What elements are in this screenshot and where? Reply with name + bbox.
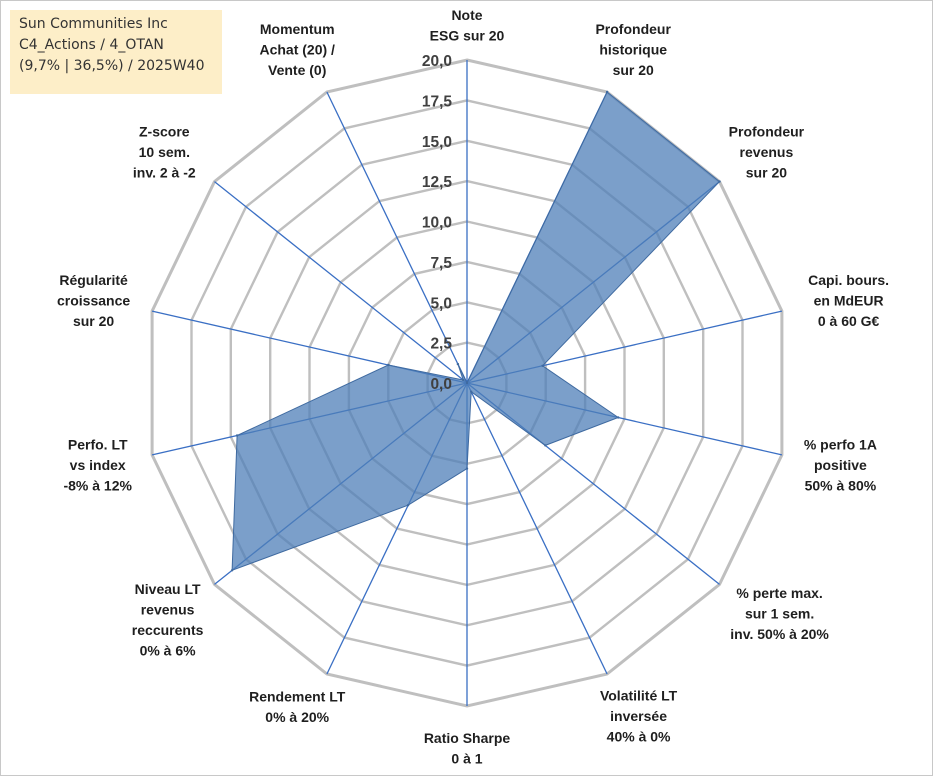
category-label-line: -8% à 12% — [63, 478, 132, 494]
category-label-line: Perfo. LT — [68, 437, 128, 453]
category-label-line: en MdEUR — [814, 293, 884, 309]
data-point — [406, 504, 410, 507]
category-label-line: 0% à 20% — [265, 709, 329, 725]
category-label-line: revenus — [740, 144, 794, 160]
radar-spoke — [326, 91, 468, 384]
category-label-line: Régularité — [59, 272, 128, 288]
category-label: Momentum Achat (20) / Vente (0) — [259, 21, 335, 78]
category-label: Régularité croissance sur 20 — [57, 272, 130, 329]
category-label-line: inversée — [610, 708, 667, 724]
category-label: % perfo 1A positive 50% à 80% — [804, 437, 877, 494]
category-label-line: Rendement LT — [249, 688, 346, 704]
tick-label: 7,5 — [430, 255, 452, 272]
category-label-line: Achat (20) / — [259, 42, 335, 58]
data-point — [617, 416, 620, 419]
category-label: Perfo. LT vs index -8% à 12% — [63, 437, 132, 494]
title-line-1: Sun Communities Inc — [19, 16, 168, 32]
data-point — [456, 362, 460, 366]
tick-label: 15,0 — [422, 134, 452, 151]
category-label-line: Volatilité LT — [600, 687, 678, 703]
category-label-line: positive — [814, 457, 867, 473]
category-label-line: reccurents — [132, 622, 204, 638]
tick-label: 12,5 — [422, 174, 453, 191]
category-label-line: Vente (0) — [268, 62, 326, 78]
category-label: Volatilité LT inversée 40% à 0% — [600, 687, 678, 744]
category-label-line: Profondeur — [729, 124, 805, 140]
data-point — [544, 444, 547, 447]
radar-spoke — [466, 382, 608, 675]
tick-label: 0,0 — [430, 376, 452, 393]
category-label-line: 0 à 1 — [451, 751, 482, 767]
category-label: Z-score 10 sem. inv. 2 à -2 — [133, 124, 196, 181]
category-label-line: % perte max. — [736, 585, 822, 601]
category-label-line: Note — [451, 7, 482, 23]
tick-label: 20,0 — [422, 53, 452, 70]
category-label-line: Momentum — [260, 21, 335, 37]
data-point — [235, 434, 239, 437]
category-label: Profondeur revenus sur 20 — [729, 124, 805, 181]
category-label: Rendement LT 0% à 20% — [249, 688, 346, 725]
category-label-line: 50% à 80% — [805, 478, 877, 494]
category-label-line: sur 1 sem. — [745, 605, 814, 621]
title-line-3: (9,7% | 36,5%) / 2025W40 — [19, 58, 205, 74]
category-label-line: % perfo 1A — [804, 437, 877, 453]
tick-label: 2,5 — [430, 336, 452, 353]
tick-label: 17,5 — [422, 93, 453, 110]
category-label-line: croissance — [57, 293, 130, 309]
category-label: % perte max. sur 1 sem. inv. 50% à 20% — [730, 585, 829, 642]
category-label-line: inv. 50% à 20% — [730, 626, 829, 642]
series-layer — [230, 90, 721, 572]
category-label-line: sur 20 — [746, 165, 787, 181]
data-point — [462, 378, 465, 382]
category-label-line: Capi. bours. — [808, 272, 889, 288]
category-label-line: vs index — [70, 457, 126, 473]
data-point — [718, 180, 721, 183]
data-point — [470, 390, 473, 393]
category-label-line: revenus — [141, 601, 195, 617]
tick-label: 5,0 — [430, 295, 452, 312]
category-label-line: sur 20 — [613, 62, 654, 78]
category-label-line: 40% à 0% — [607, 728, 671, 744]
category-label-line: Profondeur — [595, 21, 671, 37]
data-point — [230, 569, 234, 572]
data-point — [605, 90, 609, 94]
category-label-line: Ratio Sharpe — [424, 730, 511, 746]
category-label: Ratio Sharpe 0 à 1 — [424, 730, 511, 767]
category-label-line: 0 à 60 G€ — [818, 313, 880, 329]
category-label: Profondeur historique sur 20 — [595, 21, 671, 78]
category-label-line: historique — [599, 42, 667, 58]
series-area — [231, 91, 721, 572]
data-point — [465, 467, 469, 470]
radar-spoke — [214, 181, 468, 384]
category-label-line: 0% à 6% — [140, 642, 197, 658]
category-label-layer: Note ESG sur 20 Profondeur historique sur 20… — [57, 7, 889, 767]
category-label-line: 10 sem. — [139, 144, 190, 160]
category-label: Capi. bours. en MdEUR 0 à 60 G€ — [808, 272, 889, 329]
data-point — [465, 381, 469, 385]
category-label-line: Z-score — [139, 124, 190, 140]
tick-label: 10,0 — [422, 215, 452, 232]
category-label: Niveau LT revenus reccurents 0% à 6% — [132, 581, 204, 659]
category-label-line: sur 20 — [73, 313, 114, 329]
category-label-line: ESG sur 20 — [430, 28, 505, 44]
title-line-2: C4_Actions / 4_OTAN — [19, 37, 164, 53]
category-label-line: inv. 2 à -2 — [133, 165, 196, 181]
category-label: Note ESG sur 20 — [430, 7, 505, 44]
data-point — [541, 364, 544, 367]
category-label-line: Niveau LT — [135, 581, 201, 597]
tick-label-layer: 0,0 2,5 5,0 7,5 10,0 12,5 15,0 17,5 20,0 — [422, 53, 453, 393]
data-point — [387, 363, 390, 367]
title-box: Sun Communities Inc C4_Actions / 4_OTAN … — [10, 10, 222, 94]
